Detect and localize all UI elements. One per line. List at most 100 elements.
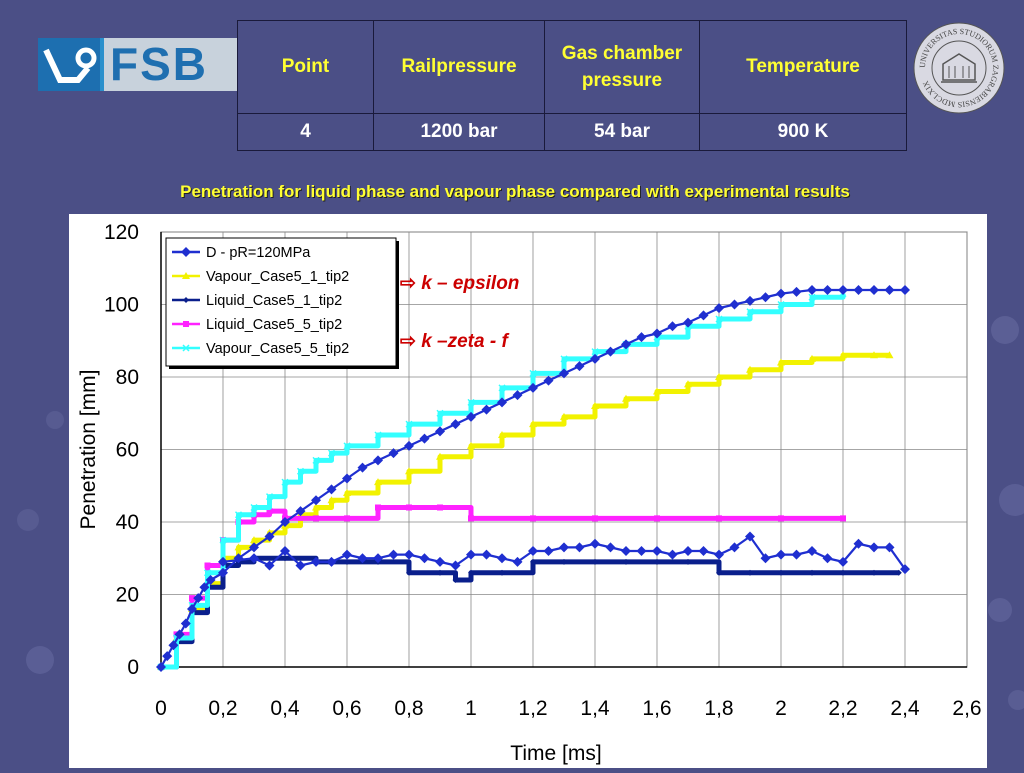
data-point (234, 543, 243, 551)
data-point (437, 569, 443, 576)
data-point (404, 440, 414, 451)
data-point (807, 546, 817, 556)
data-point (388, 448, 399, 459)
data-point (574, 542, 585, 553)
data-point (174, 629, 185, 640)
data-point (636, 332, 647, 343)
data-point (900, 564, 910, 575)
data-point (436, 452, 444, 460)
data-point (778, 569, 784, 576)
data-point (280, 517, 290, 527)
data-point (839, 351, 847, 359)
data-point (559, 542, 569, 553)
fsb-logo-text: FSB (104, 38, 258, 91)
x-tick-label: 1,6 (642, 697, 671, 720)
data-point (621, 339, 631, 350)
data-point (327, 449, 336, 457)
data-point (529, 420, 537, 428)
data-point (530, 558, 536, 565)
data-point (684, 380, 692, 388)
data-point (683, 546, 693, 556)
note-k-epsilon: ⇨ k – epsilon (400, 273, 520, 294)
data-point (406, 569, 412, 576)
data-point (895, 569, 902, 576)
data-point (592, 515, 598, 522)
data-point (344, 515, 350, 522)
y-tick-label: 20 (116, 584, 139, 607)
data-point (497, 553, 507, 564)
data-point (435, 426, 445, 437)
data-point (605, 346, 616, 357)
x-tick-label: 1,8 (704, 697, 733, 720)
data-point (311, 495, 321, 506)
slide-subtitle: Penetration for liquid phase and vapour … (180, 182, 850, 201)
data-point (406, 504, 412, 511)
data-point (621, 546, 631, 556)
data-point (450, 419, 461, 430)
parameters-table: Point Railpressure Gas chamber pressure … (237, 20, 907, 151)
data-point (840, 515, 846, 522)
data-point (436, 409, 444, 417)
data-point (419, 553, 430, 564)
data-point (653, 387, 661, 395)
parameters-header-row: Point Railpressure Gas chamber pressure … (237, 20, 907, 114)
data-point (481, 404, 492, 415)
data-point (714, 303, 724, 314)
data-point (654, 558, 660, 565)
data-point (342, 549, 352, 560)
data-point (264, 560, 275, 571)
data-point (466, 549, 476, 560)
x-tick-label: 1 (465, 697, 477, 720)
fsb-logo-mark-icon (38, 38, 100, 91)
data-point (716, 569, 722, 576)
data-point (822, 285, 833, 295)
series-line (161, 352, 890, 670)
data-point (280, 546, 290, 556)
data-point (884, 542, 895, 553)
header-railpressure: Railpressure (373, 20, 545, 114)
header-temperature: Temperature (699, 20, 907, 114)
data-point (450, 560, 461, 571)
data-point (468, 569, 474, 576)
data-point (374, 478, 382, 486)
data-point (404, 549, 414, 560)
x-tick-label: 2,6 (952, 697, 981, 720)
data-point (529, 369, 537, 377)
data-point (326, 556, 337, 567)
x-tick-label: 0,6 (332, 697, 361, 720)
x-tick-label: 0,8 (394, 697, 423, 720)
x-axis-label: Time [ms] (510, 742, 601, 765)
data-point (760, 553, 771, 564)
data-point (729, 542, 740, 553)
data-point (437, 504, 443, 511)
data-point (498, 384, 506, 392)
data-point (698, 546, 709, 556)
data-point (605, 542, 616, 553)
y-tick-label: 0 (127, 656, 139, 679)
x-tick-label: 0,2 (208, 697, 237, 720)
data-point (530, 515, 536, 522)
value-temperature: 900 K (699, 113, 907, 151)
data-point (715, 315, 723, 323)
x-tick-label: 0,4 (270, 697, 300, 720)
data-point (187, 604, 197, 614)
value-point: 4 (237, 113, 374, 151)
data-point (590, 538, 600, 549)
data-point (162, 651, 173, 662)
y-tick-label: 40 (116, 511, 139, 534)
data-point (746, 365, 754, 373)
data-point (373, 455, 383, 466)
data-point (714, 549, 724, 560)
data-point (683, 317, 693, 328)
data-point (250, 503, 258, 512)
data-point (295, 506, 306, 517)
university-seal: UNIVERSITAS STUDIORUM ZAGRABIENSIS MDCLX… (913, 22, 1005, 114)
data-point (871, 569, 877, 576)
data-point (512, 390, 523, 401)
y-tick-label: 120 (104, 221, 139, 244)
legend-entry: Liquid_Case5_5_tip2 (206, 317, 342, 333)
data-point (467, 441, 475, 449)
legend-entry: Vapour_Case5_1_tip2 (206, 269, 349, 285)
x-tick-label: 2,2 (828, 697, 857, 720)
